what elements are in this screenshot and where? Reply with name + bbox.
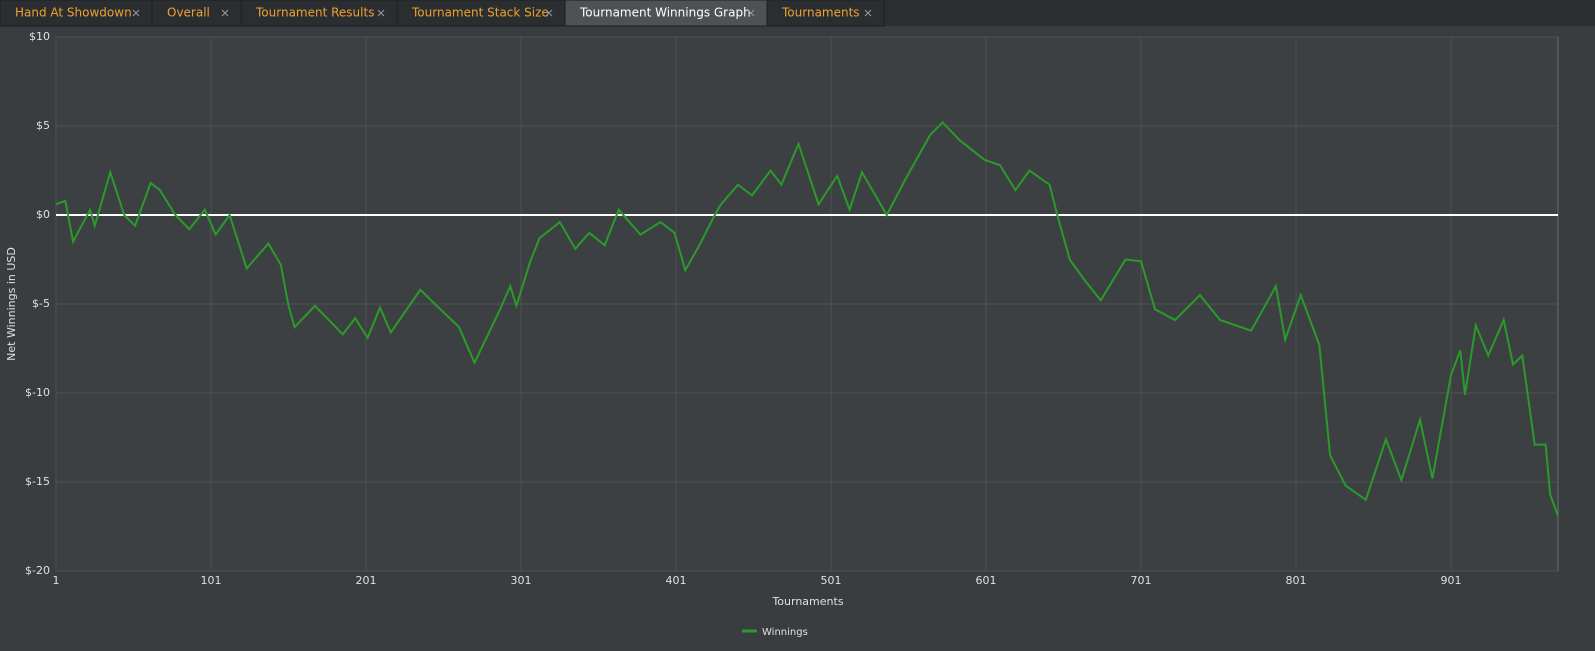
- tab-background: [396, 0, 566, 27]
- grid: $-20 $-15 $-10 $-5 $0 $5 $10 1 101 201 301 401 501 60…: [25, 30, 1558, 587]
- x-tick-label: 901: [1441, 574, 1462, 587]
- y-tick-label: $-10: [25, 386, 50, 399]
- x-tick-label: 601: [976, 574, 997, 587]
- close-icon: [545, 9, 553, 17]
- tab-close[interactable]: [132, 9, 140, 17]
- tab-label: Hand At Showdown: [15, 6, 132, 20]
- x-tick-label: 701: [1131, 574, 1152, 587]
- tab[interactable]: Tournament Winnings Graph: [564, 0, 768, 27]
- y-tick-label: $10: [29, 30, 50, 43]
- tab-background: [240, 0, 398, 27]
- close-icon: [221, 9, 229, 17]
- x-axis-label: Tournaments: [771, 595, 843, 608]
- close-icon: [377, 9, 385, 17]
- y-tick-label: $-15: [25, 475, 50, 488]
- y-tick-label: $5: [36, 119, 50, 132]
- tab[interactable]: Hand At Showdown: [0, 0, 153, 27]
- tab-background: [766, 0, 885, 27]
- y-axis-label: Net Winnings in USD: [5, 247, 18, 361]
- y-tick-label: $-5: [32, 297, 50, 310]
- x-tick-label: 501: [821, 574, 842, 587]
- tab-close[interactable]: [545, 9, 553, 17]
- close-icon: [864, 9, 872, 17]
- tab[interactable]: Overall: [151, 0, 242, 27]
- x-tick-label: 201: [356, 574, 377, 587]
- x-tick-label: 801: [1286, 574, 1307, 587]
- tab[interactable]: Tournaments: [766, 0, 885, 27]
- tab-label: Tournament Stack Size: [411, 6, 549, 20]
- tab-label: Tournaments: [781, 6, 860, 20]
- x-tick-label: 1: [53, 574, 60, 587]
- x-tick-label: 301: [511, 574, 532, 587]
- tab-close[interactable]: [377, 9, 385, 17]
- tab[interactable]: Tournament Results: [240, 0, 398, 27]
- y-tick-label: $0: [36, 208, 50, 221]
- tab-background: [564, 0, 768, 27]
- tab-label: Tournament Results: [255, 6, 374, 20]
- plot: [55, 120, 1559, 517]
- tab-label: Tournament Winnings Graph: [579, 6, 751, 20]
- x-tick-label: 401: [666, 574, 687, 587]
- tab-background: [151, 0, 242, 27]
- tab-close[interactable]: [747, 9, 755, 17]
- tab[interactable]: Tournament Stack Size: [396, 0, 566, 27]
- close-icon: [747, 9, 755, 17]
- x-tick-label: 101: [201, 574, 222, 587]
- data-line: [55, 120, 1559, 517]
- y-tick-label: $-20: [25, 564, 50, 577]
- tab-label: Overall: [167, 6, 210, 20]
- close-icon: [132, 9, 140, 17]
- legend-label: Winnings: [762, 627, 808, 638]
- tabs: Hand At Showdown Overall Tournament Result…: [0, 0, 885, 27]
- legend: Winnings: [742, 627, 808, 638]
- tab-background: [0, 0, 153, 27]
- tab-close[interactable]: [221, 9, 229, 17]
- tab-close[interactable]: [864, 9, 872, 17]
